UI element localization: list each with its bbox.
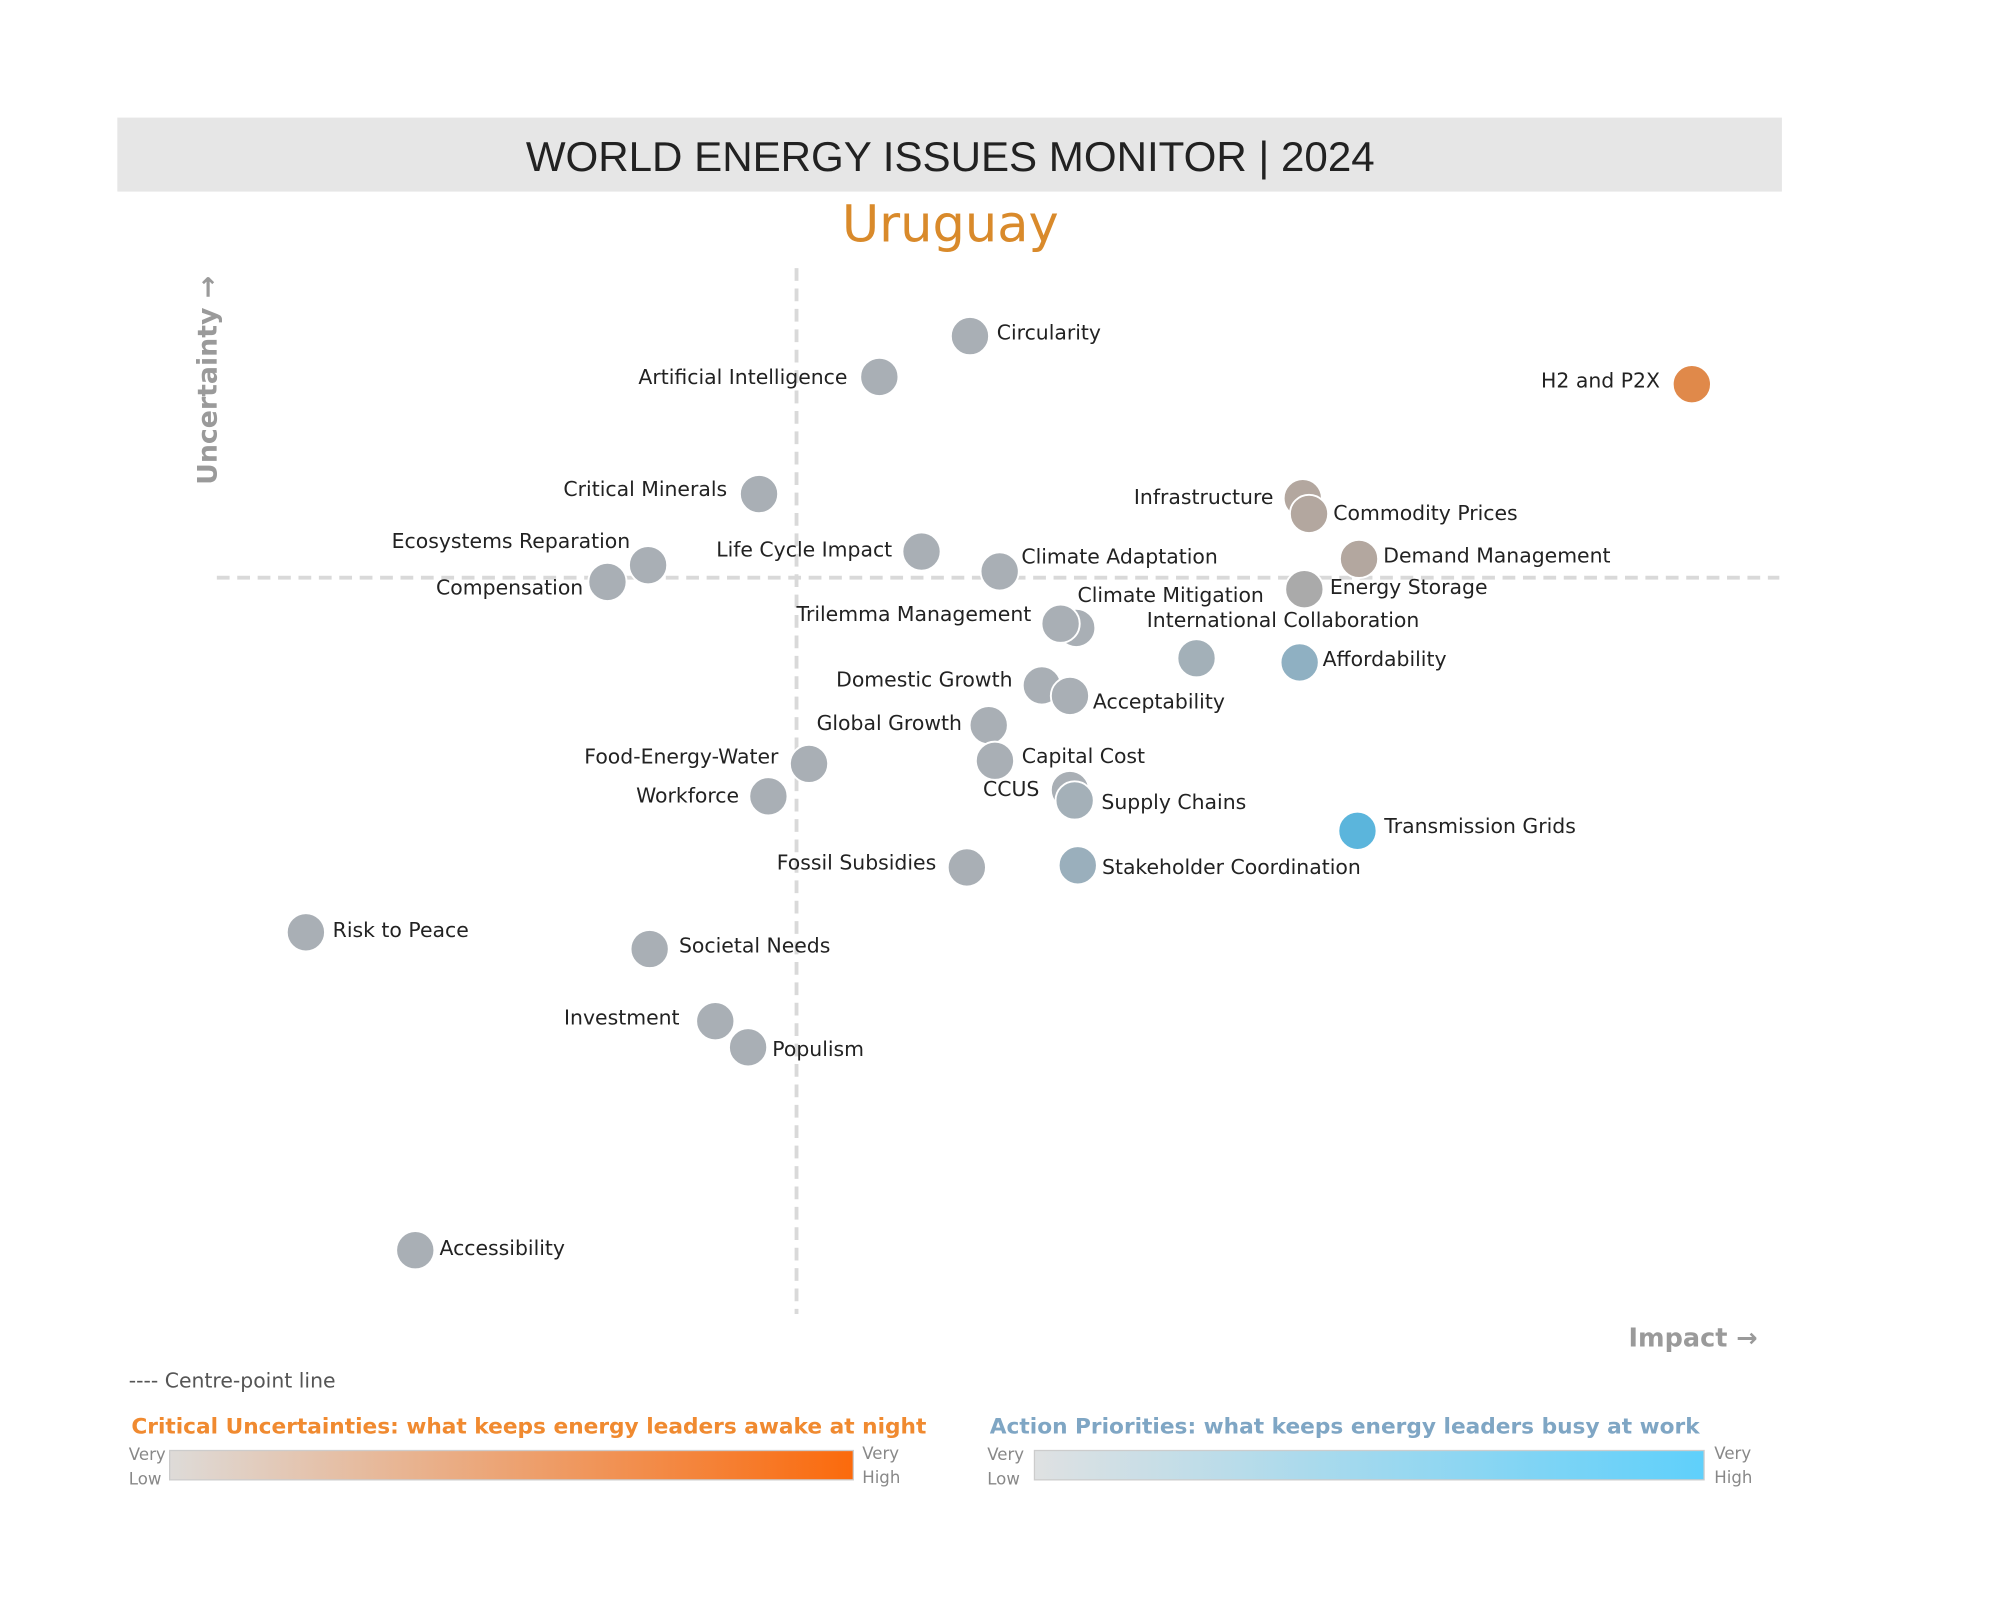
point-label: Critical Minerals bbox=[563, 477, 727, 501]
chart-subtitle: Uruguay bbox=[842, 195, 1059, 254]
legend-low-label: Low bbox=[129, 1469, 162, 1488]
point-label: Demand Management bbox=[1383, 543, 1610, 567]
point-label: Supply Chains bbox=[1101, 790, 1246, 814]
data-point bbox=[1671, 364, 1712, 405]
point-label: Artificial Intelligence bbox=[638, 365, 847, 389]
point-label: International Collaboration bbox=[1147, 608, 1420, 632]
point-label: Commodity Prices bbox=[1333, 501, 1517, 525]
point-label: Life Cycle Impact bbox=[716, 537, 892, 561]
point-label: Infrastructure bbox=[1134, 485, 1274, 509]
point-label: Domestic Growth bbox=[836, 667, 1012, 691]
point-label: Investment bbox=[564, 1006, 680, 1030]
data-point bbox=[901, 531, 942, 572]
data-point bbox=[949, 316, 991, 357]
data-point bbox=[1284, 569, 1325, 610]
legend-title: Critical Uncertainties: what keeps energ… bbox=[131, 1415, 926, 1440]
point-label: Populism bbox=[772, 1037, 864, 1061]
data-point bbox=[1176, 638, 1217, 679]
data-point bbox=[627, 545, 669, 586]
point-label: Compensation bbox=[436, 575, 583, 599]
point-label: Stakeholder Coordination bbox=[1102, 855, 1361, 879]
legend-high-label: High bbox=[862, 1468, 900, 1487]
data-point bbox=[1054, 780, 1095, 821]
point-label: Societal Needs bbox=[679, 933, 830, 957]
point-label: Accessibility bbox=[440, 1236, 565, 1260]
data-point bbox=[727, 1027, 769, 1068]
data-point bbox=[946, 847, 987, 888]
point-label: Food-Energy-Water bbox=[584, 745, 779, 769]
data-point bbox=[788, 743, 830, 784]
point-label: Affordability bbox=[1323, 647, 1447, 671]
point-label: H2 and P2X bbox=[1541, 369, 1660, 393]
legend-low-label: Very bbox=[129, 1445, 166, 1464]
point-label: Climate Mitigation bbox=[1077, 583, 1263, 607]
data-point bbox=[748, 776, 789, 817]
point-label: Ecosystems Reparation bbox=[392, 529, 631, 553]
legend-title: Action Priorities: what keeps energy lea… bbox=[990, 1415, 1700, 1440]
legend-high-label: High bbox=[1714, 1468, 1752, 1487]
data-point bbox=[695, 1001, 736, 1042]
point-label: Risk to Peace bbox=[333, 918, 469, 942]
legend-bar bbox=[1033, 1449, 1705, 1481]
point-label: Workforce bbox=[636, 783, 739, 807]
legend-low-label: Very bbox=[987, 1445, 1024, 1464]
data-point bbox=[859, 356, 900, 397]
legend-high-label: Very bbox=[862, 1444, 899, 1463]
point-label: Circularity bbox=[997, 321, 1101, 345]
title-band bbox=[117, 117, 1782, 192]
legend-bar bbox=[169, 1449, 854, 1481]
point-label: Acceptability bbox=[1093, 689, 1225, 713]
centre-line-legend: ---- Centre-point line bbox=[129, 1369, 336, 1393]
data-point bbox=[587, 561, 628, 602]
point-label: Global Growth bbox=[817, 711, 962, 735]
data-point bbox=[1279, 642, 1320, 683]
data-point bbox=[1057, 845, 1098, 886]
data-point bbox=[968, 705, 1009, 746]
y-axis-label: Uncertainty → bbox=[193, 276, 224, 485]
point-label: Trilemma Management bbox=[796, 602, 1032, 626]
point-label: Transmission Grids bbox=[1383, 814, 1576, 838]
data-point bbox=[1337, 810, 1378, 851]
data-point bbox=[1049, 675, 1091, 716]
legend-low-label: Low bbox=[987, 1469, 1020, 1488]
chart-title: WORLD ENERGY ISSUES MONITOR | 2024 bbox=[526, 133, 1375, 180]
data-point bbox=[285, 912, 326, 953]
data-point bbox=[1040, 603, 1081, 644]
legend-high-label: Very bbox=[1714, 1444, 1751, 1463]
point-label: Energy Storage bbox=[1330, 575, 1488, 599]
data-point bbox=[629, 928, 670, 970]
data-point bbox=[738, 473, 780, 515]
data-point bbox=[979, 551, 1020, 592]
point-label: Climate Adaptation bbox=[1021, 544, 1217, 568]
data-point bbox=[974, 740, 1016, 781]
data-point bbox=[395, 1230, 436, 1271]
point-label: CCUS bbox=[983, 777, 1039, 801]
data-point bbox=[1288, 493, 1330, 534]
data-point bbox=[1338, 538, 1380, 579]
point-label: Capital Cost bbox=[1022, 744, 1145, 768]
x-axis-label: Impact → bbox=[1629, 1324, 1758, 1354]
point-label: Fossil Subsidies bbox=[777, 851, 936, 875]
